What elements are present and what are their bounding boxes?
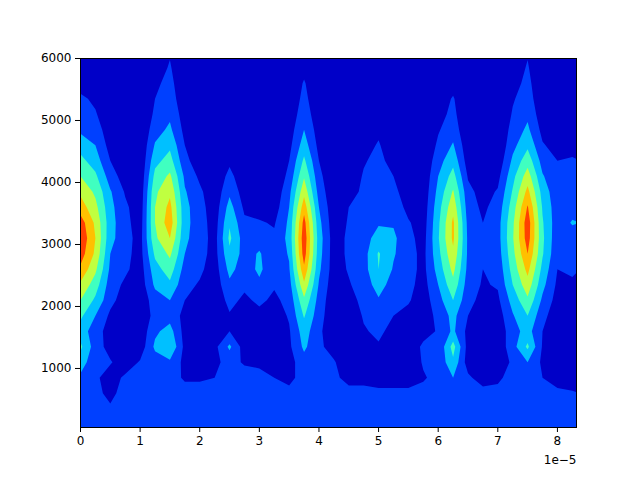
svg-text:1e−5: 1e−5 (544, 453, 577, 467)
svg-text:6: 6 (434, 434, 442, 448)
svg-text:6000: 6000 (41, 51, 72, 65)
svg-text:2000: 2000 (41, 299, 72, 313)
svg-text:7: 7 (494, 434, 502, 448)
svg-text:4: 4 (315, 434, 323, 448)
svg-text:1000: 1000 (41, 361, 72, 375)
svg-text:8: 8 (554, 434, 562, 448)
svg-text:3: 3 (256, 434, 264, 448)
svg-text:5: 5 (375, 434, 383, 448)
svg-text:2: 2 (196, 434, 204, 448)
svg-text:1: 1 (136, 434, 144, 448)
svg-text:4000: 4000 (41, 175, 72, 189)
svg-text:3000: 3000 (41, 237, 72, 251)
svg-text:0: 0 (77, 434, 85, 448)
svg-text:5000: 5000 (41, 113, 72, 127)
